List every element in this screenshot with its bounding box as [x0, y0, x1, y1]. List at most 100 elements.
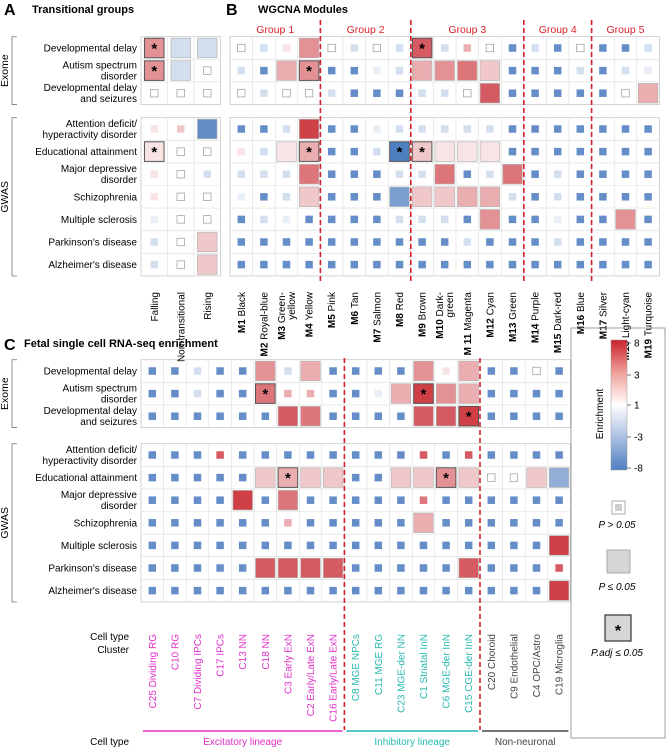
module-cell — [373, 193, 381, 201]
module-group-label: Group 3 — [448, 24, 486, 36]
module-cell — [282, 215, 291, 224]
transitional-cell — [150, 125, 158, 133]
cluster-cell — [300, 406, 321, 427]
cluster-cell — [216, 412, 224, 420]
module-column-label: M2 Royal-blue — [259, 292, 270, 357]
cluster-cell — [532, 366, 541, 376]
module-cell — [553, 66, 562, 75]
module-cell — [644, 66, 652, 75]
module-column-label: M14 Purple — [531, 292, 542, 344]
cell-type-caption: Cell type — [90, 632, 129, 643]
module-cell — [463, 215, 472, 224]
module-cell — [479, 209, 501, 230]
cluster-cell — [510, 389, 518, 398]
module-cell — [260, 66, 268, 75]
module-id: M13 — [508, 320, 519, 342]
transitional-cell — [203, 89, 212, 98]
cluster-cell — [216, 541, 224, 550]
cluster-star: * — [262, 386, 268, 403]
cluster-cell — [148, 367, 157, 375]
module-column-label: M9 Brown — [418, 292, 429, 337]
module-cell — [260, 147, 268, 156]
cluster-column-label: C20 Choroid — [487, 634, 498, 690]
module-cell — [440, 238, 449, 246]
transitional-cell — [150, 89, 159, 98]
module-cell — [644, 215, 652, 224]
row-label: Alzheimer's disease — [48, 260, 137, 271]
module-cell — [644, 238, 652, 246]
row-label: Parkinson's disease — [48, 238, 137, 249]
cluster-cell — [413, 512, 434, 533]
module-cell — [260, 44, 268, 52]
module-cell — [411, 141, 433, 162]
cluster-cell — [548, 535, 570, 556]
cluster-star: * — [466, 409, 472, 426]
cluster-cell — [397, 496, 405, 504]
cluster-cell — [413, 406, 434, 427]
cluster-cell — [238, 389, 247, 398]
module-cell — [508, 215, 517, 224]
cluster-cell — [374, 564, 383, 572]
module-cell — [305, 89, 314, 98]
transitional-cell — [150, 170, 158, 178]
cluster-cell — [374, 519, 383, 527]
module-group-label: Group 4 — [539, 24, 577, 36]
row-label: Developmental delay — [44, 367, 137, 378]
cluster-cell — [148, 412, 157, 420]
transitional-cell — [197, 118, 218, 140]
module-cell — [621, 147, 630, 156]
cluster-cell — [171, 519, 179, 527]
cluster-cell — [413, 360, 434, 382]
row-label: Alzheimer's disease — [48, 586, 137, 597]
cluster-cell — [487, 367, 496, 375]
cluster-cell — [238, 541, 247, 550]
module-cell — [576, 125, 585, 133]
module-name-continued: green — [445, 292, 456, 318]
cluster-cell — [148, 541, 157, 550]
cluster-cell — [419, 586, 428, 595]
module-cell — [621, 260, 630, 269]
transitional-cell — [197, 231, 218, 253]
module-cell — [327, 260, 336, 269]
module-name: Green- — [277, 292, 288, 323]
row-label: disorder — [101, 501, 138, 512]
legend-frame — [570, 327, 666, 739]
module-cell — [327, 147, 336, 156]
module-cell — [486, 260, 494, 269]
module-star: * — [419, 144, 425, 161]
module-cell — [621, 193, 630, 201]
row-label: hyperactivity disorder — [43, 456, 138, 467]
cluster-cell — [442, 451, 450, 459]
wgcna-heatmap: * * * * * — [229, 20, 660, 283]
cluster-cell — [261, 519, 270, 527]
cluster-column-label: C2 Early/Late ExN — [306, 634, 317, 716]
cluster-cell — [442, 541, 450, 550]
module-star: * — [306, 63, 312, 80]
cluster-cell — [526, 467, 547, 488]
cluster-cell — [322, 557, 344, 579]
cluster-cell — [329, 586, 337, 595]
module-cell — [576, 43, 585, 53]
row-label: Schizophrenia — [74, 192, 138, 203]
legend-title: Enrichment — [595, 388, 606, 439]
cluster-cell — [419, 451, 428, 459]
module-cell — [531, 89, 539, 97]
row-label: Parkinson's disease — [48, 564, 137, 575]
module-cell — [418, 215, 426, 224]
module-name: Tan — [350, 292, 361, 308]
cluster-cell — [238, 367, 247, 375]
module-cell — [508, 238, 517, 246]
cluster-cell — [277, 557, 299, 579]
cluster-cell — [351, 519, 360, 527]
transitional-cell — [170, 37, 191, 59]
module-cell — [237, 260, 246, 269]
module-cell — [395, 125, 404, 133]
module-cell — [237, 193, 246, 201]
transitional-column-labels: Falling Non-transitional Rising — [150, 292, 214, 362]
cluster-cell — [442, 586, 450, 595]
module-cell — [260, 89, 268, 97]
module-cell — [621, 125, 630, 133]
cluster-column-label: C11 MGE RG — [374, 634, 385, 695]
module-cell — [479, 60, 501, 81]
cell-type-axis-caption: Cell type — [90, 737, 129, 748]
